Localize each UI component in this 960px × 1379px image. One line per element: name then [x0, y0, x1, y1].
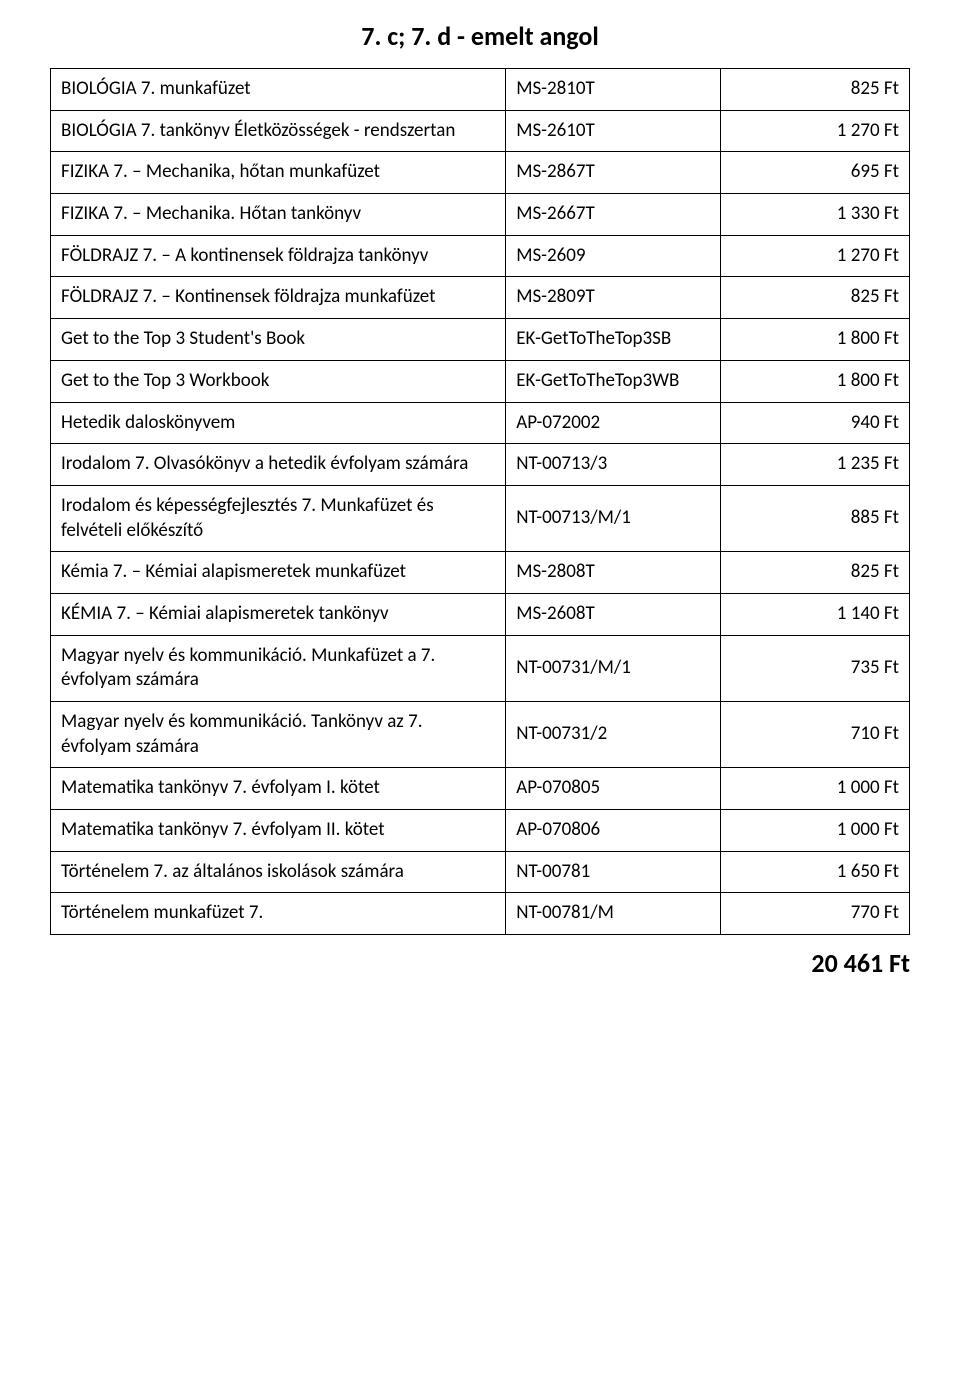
table-row: FÖLDRAJZ 7. – Kontinensek földrajza munk… [51, 277, 910, 319]
book-price-cell: 940 Ft [721, 402, 910, 444]
book-price-cell: 1 270 Ft [721, 235, 910, 277]
table-row: Hetedik daloskönyvemAP-072002940 Ft [51, 402, 910, 444]
book-code-cell: NT-00781/M [506, 893, 721, 935]
table-row: Magyar nyelv és kommunikáció. Tankönyv a… [51, 702, 910, 768]
book-code-cell: NT-00781 [506, 851, 721, 893]
book-code-cell: MS-2667T [506, 194, 721, 236]
book-price-cell: 1 235 Ft [721, 444, 910, 486]
book-name-cell: Történelem 7. az általános iskolások szá… [51, 851, 506, 893]
book-price-cell: 885 Ft [721, 485, 910, 551]
book-name-cell: BIOLÓGIA 7. tankönyv Életközösségek - re… [51, 110, 506, 152]
book-price-cell: 1 800 Ft [721, 360, 910, 402]
book-list-table: BIOLÓGIA 7. munkafüzetMS-2810T825 FtBIOL… [50, 68, 910, 935]
book-name-cell: Magyar nyelv és kommunikáció. Tankönyv a… [51, 702, 506, 768]
book-price-cell: 1 270 Ft [721, 110, 910, 152]
book-name-cell: Matematika tankönyv 7. évfolyam II. köte… [51, 810, 506, 852]
table-row: Irodalom 7. Olvasókönyv a hetedik évfoly… [51, 444, 910, 486]
table-row: BIOLÓGIA 7. tankönyv Életközösségek - re… [51, 110, 910, 152]
table-row: Get to the Top 3 WorkbookEK-GetToTheTop3… [51, 360, 910, 402]
book-name-cell: FIZIKA 7. – Mechanika. Hőtan tankönyv [51, 194, 506, 236]
book-code-cell: MS-2809T [506, 277, 721, 319]
book-name-cell: Get to the Top 3 Workbook [51, 360, 506, 402]
book-list-body: BIOLÓGIA 7. munkafüzetMS-2810T825 FtBIOL… [51, 69, 910, 935]
table-row: BIOLÓGIA 7. munkafüzetMS-2810T825 Ft [51, 69, 910, 111]
book-name-cell: Irodalom 7. Olvasókönyv a hetedik évfoly… [51, 444, 506, 486]
table-row: Történelem 7. az általános iskolások szá… [51, 851, 910, 893]
book-name-cell: FÖLDRAJZ 7. – A kontinensek földrajza ta… [51, 235, 506, 277]
book-price-cell: 1 000 Ft [721, 768, 910, 810]
book-name-cell: Matematika tankönyv 7. évfolyam I. kötet [51, 768, 506, 810]
book-price-cell: 1 140 Ft [721, 593, 910, 635]
table-row: FIZIKA 7. – Mechanika, hőtan munkafüzetM… [51, 152, 910, 194]
book-code-cell: NT-00731/2 [506, 702, 721, 768]
book-name-cell: Get to the Top 3 Student's Book [51, 319, 506, 361]
book-name-cell: KÉMIA 7. – Kémiai alapismeretek tankönyv [51, 593, 506, 635]
table-row: Get to the Top 3 Student's BookEK-GetToT… [51, 319, 910, 361]
book-code-cell: MS-2608T [506, 593, 721, 635]
table-row: Matematika tankönyv 7. évfolyam II. köte… [51, 810, 910, 852]
book-price-cell: 1 000 Ft [721, 810, 910, 852]
book-code-cell: NT-00713/M/1 [506, 485, 721, 551]
table-row: Történelem munkafüzet 7.NT-00781/M770 Ft [51, 893, 910, 935]
book-name-cell: FÖLDRAJZ 7. – Kontinensek földrajza munk… [51, 277, 506, 319]
book-price-cell: 1 330 Ft [721, 194, 910, 236]
book-price-cell: 770 Ft [721, 893, 910, 935]
book-code-cell: EK-GetToTheTop3SB [506, 319, 721, 361]
table-row: Kémia 7. – Kémiai alapismeretek munkafüz… [51, 552, 910, 594]
book-price-cell: 825 Ft [721, 277, 910, 319]
book-price-cell: 735 Ft [721, 635, 910, 701]
book-price-cell: 1 650 Ft [721, 851, 910, 893]
book-code-cell: NT-00731/M/1 [506, 635, 721, 701]
book-price-cell: 825 Ft [721, 552, 910, 594]
book-name-cell: BIOLÓGIA 7. munkafüzet [51, 69, 506, 111]
book-code-cell: AP-070806 [506, 810, 721, 852]
book-code-cell: MS-2810T [506, 69, 721, 111]
book-name-cell: Történelem munkafüzet 7. [51, 893, 506, 935]
grand-total: 20 461 Ft [50, 947, 910, 979]
book-name-cell: Irodalom és képességfejlesztés 7. Munkaf… [51, 485, 506, 551]
table-row: Matematika tankönyv 7. évfolyam I. kötet… [51, 768, 910, 810]
book-code-cell: AP-072002 [506, 402, 721, 444]
book-code-cell: MS-2808T [506, 552, 721, 594]
book-name-cell: Hetedik daloskönyvem [51, 402, 506, 444]
book-code-cell: MS-2867T [506, 152, 721, 194]
book-code-cell: EK-GetToTheTop3WB [506, 360, 721, 402]
book-name-cell: Kémia 7. – Kémiai alapismeretek munkafüz… [51, 552, 506, 594]
table-row: KÉMIA 7. – Kémiai alapismeretek tankönyv… [51, 593, 910, 635]
book-price-cell: 1 800 Ft [721, 319, 910, 361]
book-price-cell: 825 Ft [721, 69, 910, 111]
table-row: FÖLDRAJZ 7. – A kontinensek földrajza ta… [51, 235, 910, 277]
book-code-cell: NT-00713/3 [506, 444, 721, 486]
page-title: 7. c; 7. d - emelt angol [50, 20, 910, 52]
book-price-cell: 710 Ft [721, 702, 910, 768]
book-name-cell: FIZIKA 7. – Mechanika, hőtan munkafüzet [51, 152, 506, 194]
table-row: Irodalom és képességfejlesztés 7. Munkaf… [51, 485, 910, 551]
table-row: Magyar nyelv és kommunikáció. Munkafüzet… [51, 635, 910, 701]
table-row: FIZIKA 7. – Mechanika. Hőtan tankönyvMS-… [51, 194, 910, 236]
book-code-cell: MS-2609 [506, 235, 721, 277]
book-price-cell: 695 Ft [721, 152, 910, 194]
book-name-cell: Magyar nyelv és kommunikáció. Munkafüzet… [51, 635, 506, 701]
book-code-cell: AP-070805 [506, 768, 721, 810]
book-code-cell: MS-2610T [506, 110, 721, 152]
